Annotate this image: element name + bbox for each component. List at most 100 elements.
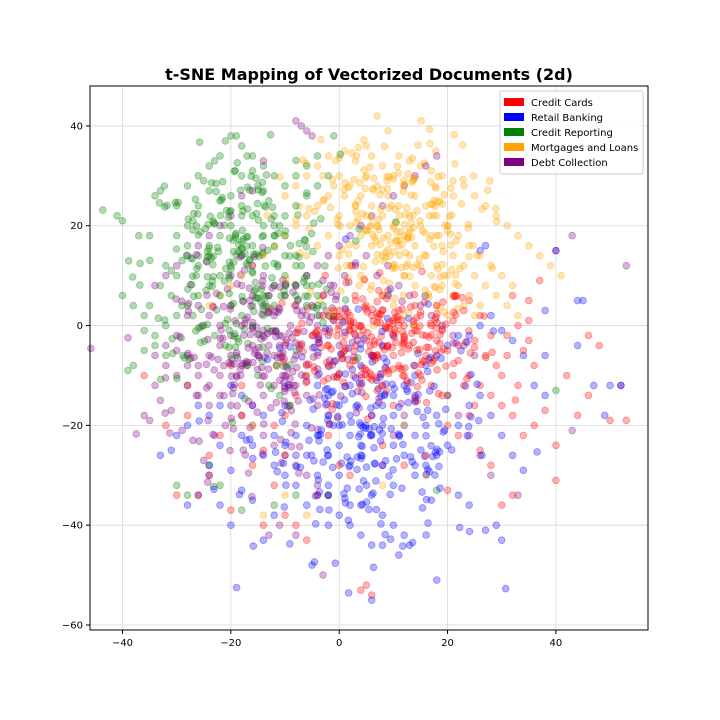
point-credit-reporting bbox=[233, 334, 242, 343]
y-tick-label: 20 bbox=[70, 221, 83, 232]
point-debt-collection bbox=[205, 381, 214, 390]
point-retail-banking bbox=[425, 467, 434, 476]
point-credit-cards bbox=[595, 341, 603, 350]
point-debt-collection bbox=[283, 364, 292, 372]
point-credit-cards bbox=[503, 331, 511, 340]
point-debt-collection bbox=[358, 388, 366, 397]
point-retail-banking bbox=[378, 401, 387, 410]
point-debt-collection bbox=[248, 341, 257, 350]
point-retail-banking bbox=[183, 501, 192, 510]
point-debt-collection bbox=[285, 401, 294, 410]
point-credit-reporting bbox=[267, 384, 276, 393]
point-mortgages-and-loans bbox=[430, 196, 439, 205]
point-credit-reporting bbox=[238, 292, 246, 301]
point-credit-cards bbox=[361, 392, 370, 401]
point-credit-reporting bbox=[234, 337, 243, 346]
point-retail-banking bbox=[259, 451, 268, 460]
point-credit-cards bbox=[431, 315, 440, 324]
point-mortgages-and-loans bbox=[374, 223, 382, 231]
point-credit-cards bbox=[378, 305, 387, 314]
point-mortgages-and-loans bbox=[367, 221, 376, 230]
point-retail-banking bbox=[389, 391, 398, 400]
point-retail-banking bbox=[311, 492, 320, 500]
point-retail-banking bbox=[476, 246, 484, 255]
point-credit-cards bbox=[394, 361, 403, 370]
point-retail-banking bbox=[489, 327, 498, 335]
point-credit-cards bbox=[398, 327, 407, 336]
point-retail-banking bbox=[380, 354, 388, 362]
point-credit-cards bbox=[338, 354, 347, 363]
point-credit-cards bbox=[312, 329, 321, 337]
point-credit-reporting bbox=[312, 304, 321, 313]
point-retail-banking bbox=[366, 404, 375, 412]
point-debt-collection bbox=[183, 351, 192, 360]
point-debt-collection bbox=[243, 361, 251, 370]
point-mortgages-and-loans bbox=[335, 251, 344, 260]
point-debt-collection bbox=[248, 323, 257, 332]
point-retail-banking bbox=[362, 498, 371, 506]
point-mortgages-and-loans bbox=[455, 264, 464, 273]
point-credit-reporting bbox=[244, 339, 252, 348]
point-mortgages-and-loans bbox=[381, 253, 390, 262]
point-mortgages-and-loans bbox=[451, 271, 460, 279]
point-credit-cards bbox=[259, 521, 268, 529]
point-retail-banking bbox=[372, 376, 381, 385]
point-credit-cards bbox=[431, 346, 440, 355]
point-retail-banking bbox=[368, 358, 377, 366]
point-credit-cards bbox=[290, 301, 299, 310]
point-credit-cards bbox=[451, 311, 460, 319]
point-retail-banking bbox=[351, 374, 360, 382]
point-debt-collection bbox=[297, 122, 306, 130]
point-credit-reporting bbox=[216, 152, 224, 160]
point-credit-reporting bbox=[281, 182, 289, 190]
point-debt-collection bbox=[329, 281, 338, 290]
point-retail-banking bbox=[421, 292, 429, 300]
point-credit-reporting bbox=[239, 207, 247, 215]
point-mortgages-and-loans bbox=[420, 229, 429, 237]
point-credit-reporting bbox=[128, 273, 137, 281]
point-debt-collection bbox=[220, 391, 228, 400]
point-credit-reporting bbox=[293, 296, 302, 305]
point-debt-collection bbox=[449, 331, 457, 340]
point-retail-banking bbox=[454, 421, 463, 430]
point-credit-cards bbox=[361, 364, 369, 373]
point-mortgages-and-loans bbox=[431, 182, 439, 191]
point-debt-collection bbox=[243, 313, 252, 322]
point-credit-cards bbox=[433, 309, 441, 318]
point-debt-collection bbox=[285, 329, 293, 337]
point-credit-reporting bbox=[140, 311, 149, 320]
point-mortgages-and-loans bbox=[310, 207, 319, 216]
point-mortgages-and-loans bbox=[405, 251, 414, 260]
point-debt-collection bbox=[280, 387, 289, 396]
point-mortgages-and-loans bbox=[353, 215, 362, 223]
point-debt-collection bbox=[230, 360, 239, 368]
point-credit-reporting bbox=[241, 394, 249, 403]
point-mortgages-and-loans bbox=[445, 212, 454, 221]
point-retail-banking bbox=[365, 424, 374, 433]
point-credit-reporting bbox=[232, 229, 240, 238]
point-credit-cards bbox=[266, 304, 275, 313]
point-credit-reporting bbox=[351, 237, 360, 245]
point-credit-reporting bbox=[200, 177, 208, 185]
point-debt-collection bbox=[302, 311, 311, 320]
point-retail-banking bbox=[404, 398, 413, 407]
point-credit-cards bbox=[339, 378, 348, 387]
point-credit-reporting bbox=[177, 334, 185, 342]
point-debt-collection bbox=[251, 346, 260, 354]
point-debt-collection bbox=[282, 336, 291, 344]
point-debt-collection bbox=[297, 340, 306, 348]
point-credit-reporting bbox=[282, 281, 290, 289]
point-retail-banking bbox=[346, 501, 354, 510]
point-debt-collection bbox=[400, 411, 409, 420]
point-debt-collection bbox=[202, 384, 211, 392]
point-mortgages-and-loans bbox=[481, 281, 490, 290]
point-credit-cards bbox=[383, 324, 391, 332]
point-retail-banking bbox=[205, 461, 214, 470]
point-retail-banking bbox=[454, 331, 463, 340]
point-mortgages-and-loans bbox=[427, 271, 436, 280]
point-credit-cards bbox=[385, 318, 394, 326]
point-credit-cards bbox=[398, 341, 407, 350]
point-credit-cards bbox=[367, 351, 376, 360]
point-credit-cards bbox=[407, 329, 416, 338]
